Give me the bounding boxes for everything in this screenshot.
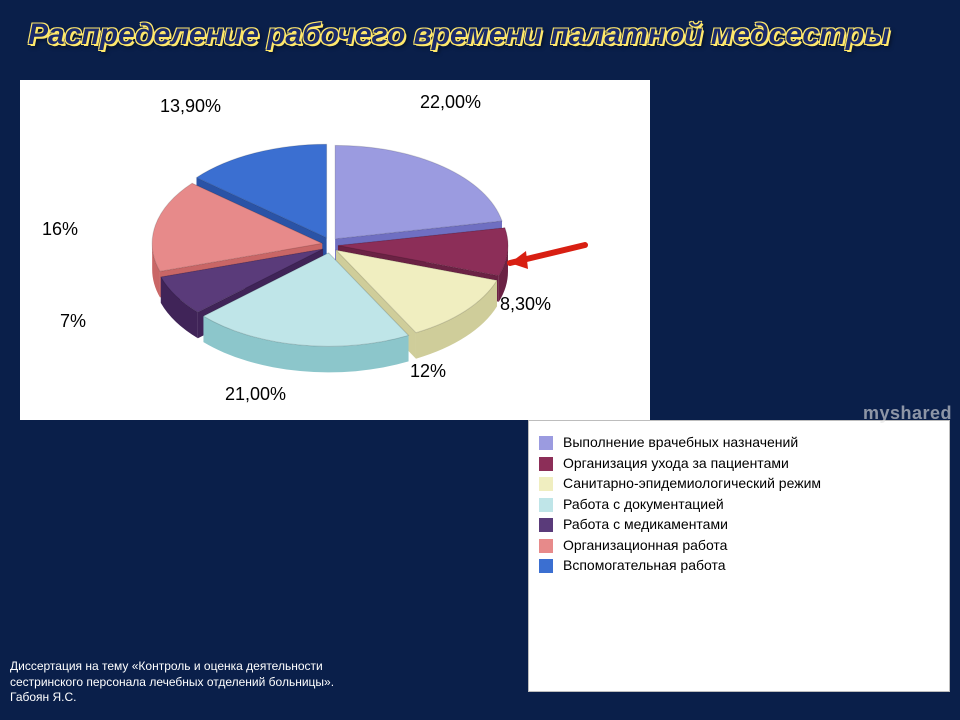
legend-swatch	[539, 436, 553, 450]
pie-label-medications: 7%	[60, 311, 86, 331]
legend-item: Вспомогательная работа	[539, 557, 939, 575]
watermark: myshared	[863, 403, 952, 424]
pie-label-documentation: 21,00%	[225, 384, 286, 404]
legend-swatch	[539, 539, 553, 553]
legend-swatch	[539, 518, 553, 532]
legend-label: Работа с медикаментами	[563, 516, 728, 534]
pie-label-patient_care: 8,30%	[500, 294, 551, 314]
legend-swatch	[539, 477, 553, 491]
legend-panel: Выполнение врачебных назначений Организац…	[528, 420, 950, 692]
citation-line: сестринского персонала лечебных отделени…	[10, 675, 334, 689]
pie-chart-svg: 22,00% 8,30% 12% 21,00% 7% 16% 13,90%	[20, 80, 650, 420]
citation-line: Диссертация на тему «Контроль и оценка д…	[10, 659, 323, 673]
legend-label: Работа с документацией	[563, 496, 724, 514]
legend-item: Организация ухода за пациентами	[539, 455, 939, 473]
legend-swatch	[539, 498, 553, 512]
legend-item: Выполнение врачебных назначений	[539, 434, 939, 452]
pie-label-auxiliary: 13,90%	[160, 96, 221, 116]
legend-item: Организационная работа	[539, 537, 939, 555]
legend-label: Организация ухода за пациентами	[563, 455, 789, 473]
legend-item: Санитарно-эпидемиологический режим	[539, 475, 939, 493]
legend-label: Организационная работа	[563, 537, 727, 555]
citation-block: Диссертация на тему «Контроль и оценка д…	[10, 659, 350, 706]
legend-swatch	[539, 457, 553, 471]
legend-label: Выполнение врачебных назначений	[563, 434, 798, 452]
page-title: Распределение рабочего времени палатной …	[0, 0, 960, 64]
citation-line: Габоян Я.С.	[10, 690, 77, 704]
legend-item: Работа с документацией	[539, 496, 939, 514]
pie-label-organizational: 16%	[42, 219, 78, 239]
pie-label-med_orders: 22,00%	[420, 92, 481, 112]
legend-item: Работа с медикаментами	[539, 516, 939, 534]
legend-label: Вспомогательная работа	[563, 557, 726, 575]
pointer-arrow	[510, 245, 585, 269]
legend-swatch	[539, 559, 553, 573]
legend-label: Санитарно-эпидемиологический режим	[563, 475, 821, 493]
pie-label-san_epid: 12%	[410, 361, 446, 381]
pie-chart-panel: 22,00% 8,30% 12% 21,00% 7% 16% 13,90%	[20, 80, 650, 420]
